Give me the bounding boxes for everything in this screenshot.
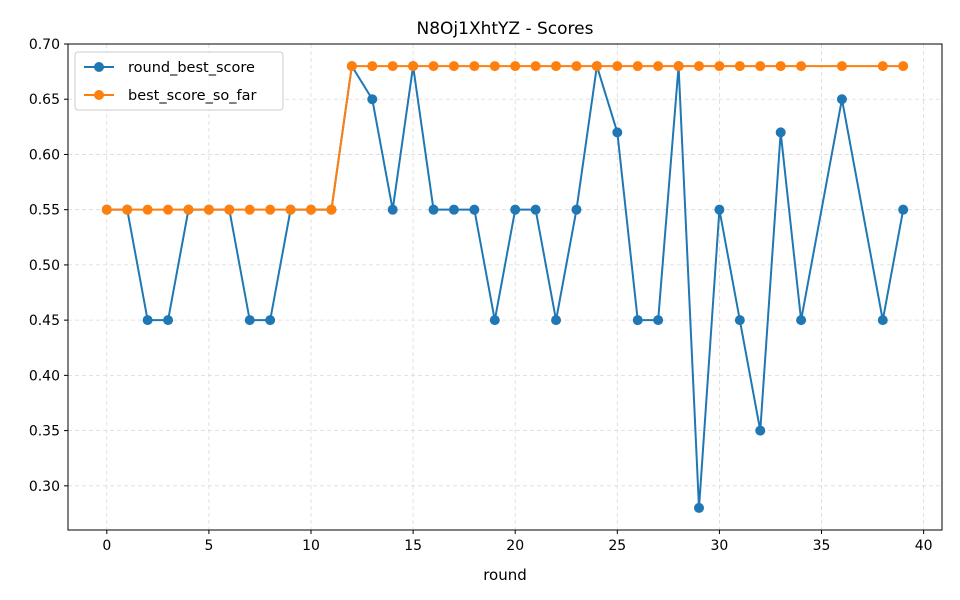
legend-marker — [94, 62, 104, 72]
data-point — [101, 204, 112, 215]
y-tick-label: 0.70 — [29, 37, 60, 53]
data-point — [428, 204, 439, 215]
data-point — [591, 61, 602, 72]
series-line — [106, 65, 905, 509]
data-point — [898, 61, 909, 72]
data-point — [693, 502, 704, 513]
data-point — [163, 315, 174, 326]
x-tick-label: 0 — [102, 538, 111, 554]
series-best_score_so_far — [101, 61, 909, 215]
data-point — [653, 315, 664, 326]
data-point — [571, 204, 582, 215]
data-point — [203, 204, 214, 215]
data-point — [796, 315, 807, 326]
data-point — [551, 61, 562, 72]
x-tick-label: 30 — [711, 538, 729, 554]
data-point — [387, 204, 398, 215]
data-point — [632, 61, 643, 72]
y-tick-label: 0.60 — [29, 147, 60, 163]
data-point — [265, 204, 276, 215]
y-tick-label: 0.65 — [29, 92, 60, 108]
legend-label: round_best_score — [128, 60, 255, 76]
y-tick-label: 0.30 — [29, 479, 60, 495]
data-point — [673, 61, 684, 72]
data-point — [836, 61, 847, 72]
data-point — [163, 204, 174, 215]
data-point — [693, 61, 704, 72]
chart-title: N8Oj1XhtYZ - Scores — [417, 19, 594, 39]
data-point — [734, 315, 745, 326]
x-tick-label: 40 — [915, 538, 933, 554]
legend-label: best_score_so_far — [128, 88, 256, 104]
data-point — [714, 61, 725, 72]
data-point — [775, 61, 786, 72]
data-point — [122, 204, 133, 215]
data-point — [489, 315, 500, 326]
data-point — [408, 61, 419, 72]
data-point — [530, 61, 541, 72]
data-point — [653, 61, 664, 72]
data-point — [306, 204, 317, 215]
axis-ticks: 0 5 10 15 20 25 30 35 40 0.30 0.35 0.40 0.45 0.50 0.55… — [29, 37, 933, 554]
legend-box — [74, 51, 284, 111]
data-point — [224, 204, 235, 215]
x-tick-label: 10 — [302, 538, 320, 554]
x-tick-label: 15 — [404, 538, 422, 554]
data-point — [367, 94, 378, 105]
data-point — [734, 61, 745, 72]
data-point — [244, 204, 255, 215]
y-tick-label: 0.45 — [29, 313, 60, 329]
data-point — [265, 315, 276, 326]
data-point — [326, 204, 337, 215]
data-point — [551, 315, 562, 326]
data-point — [877, 61, 888, 72]
data-point — [448, 61, 459, 72]
series-layer — [101, 61, 909, 513]
data-point — [428, 61, 439, 72]
data-point — [469, 61, 480, 72]
data-point — [612, 127, 623, 138]
data-point — [877, 315, 888, 326]
data-point — [285, 204, 296, 215]
data-point — [448, 204, 459, 215]
plot-frame — [67, 43, 943, 531]
data-point — [469, 204, 480, 215]
legend: round_best_score best_score_so_far — [74, 51, 284, 111]
x-tick-label: 5 — [204, 538, 213, 554]
x-tick-label: 25 — [608, 538, 626, 554]
data-point — [510, 204, 521, 215]
y-tick-label: 0.50 — [29, 258, 60, 274]
data-point — [796, 61, 807, 72]
data-point — [755, 425, 766, 436]
data-point — [612, 61, 623, 72]
data-point — [510, 61, 521, 72]
data-point — [387, 61, 398, 72]
data-point — [632, 315, 643, 326]
x-tick-label: 35 — [813, 538, 831, 554]
data-point — [755, 61, 766, 72]
data-point — [142, 204, 153, 215]
y-tick-label: 0.40 — [29, 368, 60, 384]
data-point — [367, 61, 378, 72]
data-point — [142, 315, 153, 326]
data-point — [571, 61, 582, 72]
x-axis-label: round — [483, 566, 527, 584]
data-point — [489, 61, 500, 72]
data-point — [530, 204, 541, 215]
legend-marker — [94, 90, 104, 100]
x-tick-label: 20 — [506, 538, 524, 554]
data-point — [244, 315, 255, 326]
y-tick-label: 0.35 — [29, 424, 60, 440]
y-tick-label: 0.55 — [29, 203, 60, 219]
data-point — [775, 127, 786, 138]
data-point — [898, 204, 909, 215]
data-point — [836, 94, 847, 105]
data-point — [183, 204, 194, 215]
data-point — [346, 61, 357, 72]
data-point — [714, 204, 725, 215]
